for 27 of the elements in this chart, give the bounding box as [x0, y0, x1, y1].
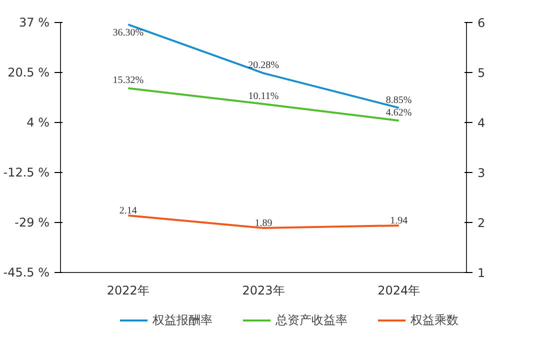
data-label: 8.85% — [386, 94, 412, 106]
y-tick-label: -45.5 % — [3, 266, 50, 280]
y2-tick-label: 6 — [478, 16, 486, 30]
y2-tick-label: 2 — [478, 216, 486, 230]
data-label: 36.30% — [112, 28, 144, 39]
data-label: 1.89 — [254, 218, 272, 229]
y-tick-label: -12.5 % — [3, 166, 50, 180]
y-tick-label: -29 % — [14, 216, 50, 230]
legend-label: 权益报酬率 — [152, 312, 212, 328]
y-tick-label: 37 % — [19, 16, 50, 30]
y2-tick-label: 5 — [478, 66, 486, 80]
y-tick-label: 20.5 % — [8, 66, 50, 80]
data-label: 20.28% — [248, 60, 279, 72]
data-label: 2.14 — [119, 206, 137, 216]
legend-label: 总资产收益率 — [276, 312, 348, 328]
y2-tick-label: 4 — [478, 116, 486, 130]
data-label: 4.62% — [386, 108, 412, 119]
data-label: 15.32% — [112, 75, 144, 86]
y2-tick-label: 1 — [478, 266, 486, 280]
y-tick-label: 4 % — [26, 116, 50, 130]
x-tick-label: 2022年 — [106, 284, 150, 298]
y2-tick-label: 3 — [478, 166, 486, 180]
data-label: 1.94 — [390, 216, 408, 226]
x-tick-label: 2024年 — [378, 284, 420, 298]
legend-label: 权益乘数 — [410, 312, 458, 328]
data-label: 10.11% — [248, 90, 279, 102]
x-tick-label: 2023年 — [242, 284, 285, 298]
